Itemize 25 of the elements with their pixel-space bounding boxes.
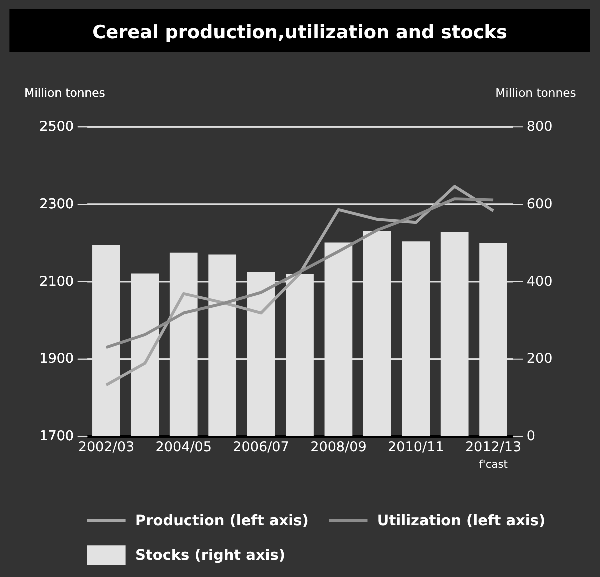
x-tick-label: 2008/09 (310, 439, 367, 456)
y2-tick-label: 200 (526, 351, 553, 368)
legend-label: Utilization (left axis) (377, 513, 546, 530)
y-tick-label: 2300 (40, 196, 74, 212)
y-tick-label: 2100 (40, 274, 74, 290)
y2-tick-label: 400 (526, 274, 553, 290)
line-series (104, 185, 496, 387)
line-series (104, 198, 496, 350)
y2-tick-label: 800 (526, 118, 553, 135)
y2-tick-label: 0 (526, 428, 536, 445)
y-tick-label: 1900 (40, 351, 74, 368)
legend-label: Production (left axis) (135, 513, 309, 530)
x-tick-label: 2010/11 (388, 439, 444, 456)
x-tick-label: 2006/07 (233, 439, 290, 456)
y2-tick-label: 600 (526, 196, 553, 212)
y-tick-label: 1700 (40, 428, 74, 445)
y-axis-title: Million tonnes (24, 86, 106, 100)
chart-title: Cereal production,utilization and stocks (92, 22, 508, 44)
x-tick-label: 2004/05 (156, 439, 212, 456)
legend-label: Stocks (right axis) (135, 548, 286, 564)
y2-axis-title: Million tonnes (496, 86, 576, 100)
text: f'cast (479, 458, 508, 472)
x-tick-label: 2012/13 (465, 439, 522, 456)
x-tick-label: 2002/03 (78, 439, 135, 456)
y-tick-label: 2500 (40, 118, 74, 135)
